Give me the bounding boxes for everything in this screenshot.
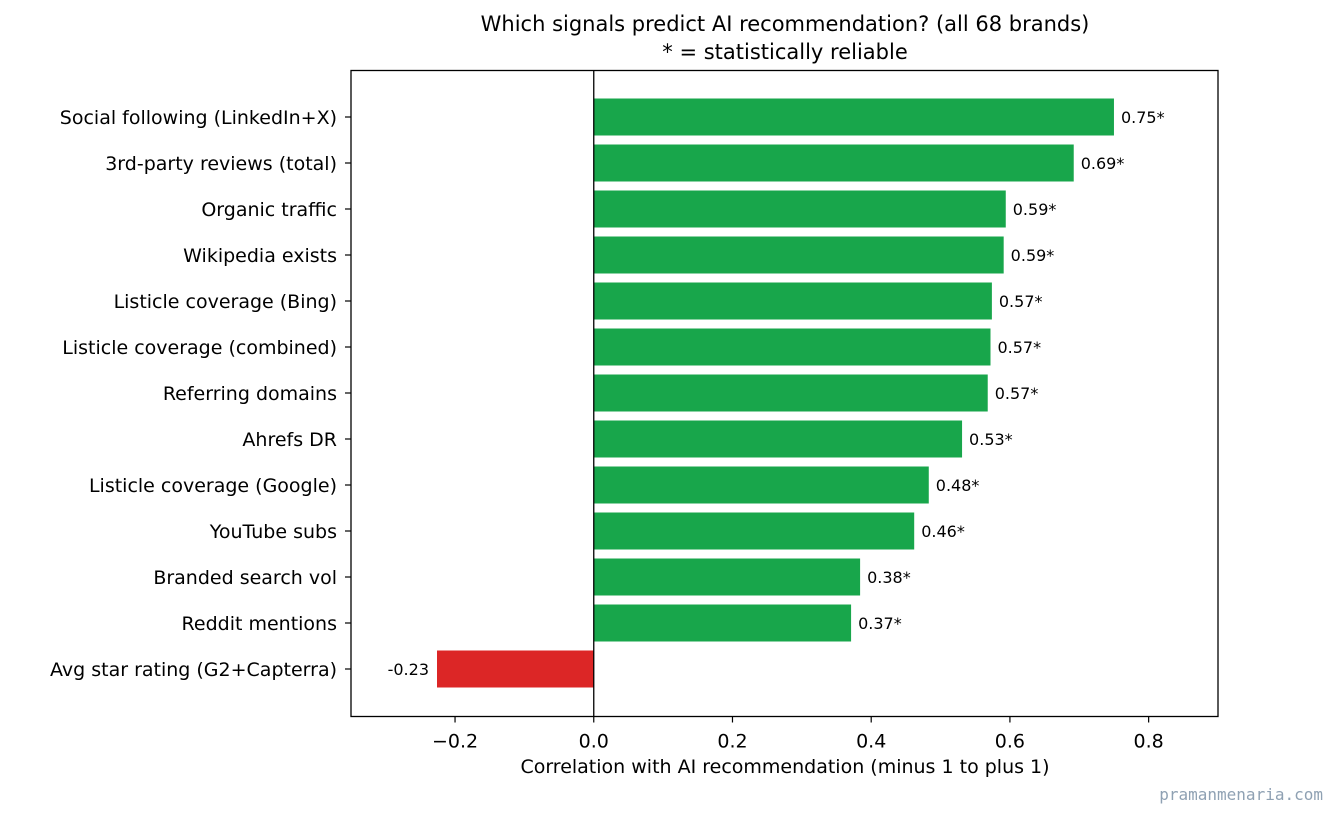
plot-frame	[350, 69, 1219, 718]
watermark: pramanmenaria.com	[1159, 785, 1323, 804]
bar-3	[593, 236, 1004, 274]
x-tick-label-3: 0.4	[856, 731, 886, 753]
y-axis: Social following (LinkedIn+X) 3rd-party r…	[50, 107, 351, 681]
bar-2	[593, 190, 1006, 228]
x-tick-label-2: 0.2	[717, 731, 747, 753]
category-label-4: Listicle coverage (Bing)	[114, 291, 337, 313]
category-label-5: Listicle coverage (combined)	[62, 337, 337, 359]
bar-value-label-8: 0.48*	[936, 476, 980, 495]
bar-value-label-4: 0.57*	[999, 292, 1043, 311]
bar-4	[593, 282, 992, 320]
category-label-9: YouTube subs	[209, 521, 337, 543]
x-axis-label: Correlation with AI recommendation (minu…	[520, 756, 1049, 778]
bar-value-label-0: 0.75*	[1121, 108, 1165, 127]
bar-value-label-6: 0.57*	[995, 384, 1039, 403]
bar-12	[437, 650, 594, 688]
bar-0	[593, 98, 1114, 136]
bar-value-label-1: 0.69*	[1081, 154, 1125, 173]
category-label-6: Referring domains	[163, 383, 337, 405]
bar-5	[593, 328, 991, 366]
bar-value-label-3: 0.59*	[1011, 246, 1055, 265]
bar-11	[593, 604, 852, 642]
bar-value-label-12: -0.23	[388, 660, 429, 679]
category-label-0: Social following (LinkedIn+X)	[60, 107, 337, 129]
bar-9	[593, 512, 915, 550]
category-label-2: Organic traffic	[201, 199, 337, 221]
bar-6	[593, 374, 988, 412]
category-label-11: Reddit mentions	[182, 613, 337, 635]
x-tick-label-5: 0.8	[1134, 731, 1164, 753]
bars-layer	[437, 98, 1114, 688]
category-label-1: 3rd-party reviews (total)	[105, 153, 337, 175]
bar-value-label-9: 0.46*	[921, 522, 965, 541]
chart-subtitle: * = statistically reliable	[662, 40, 907, 64]
bar-7	[593, 420, 963, 458]
bar-value-label-11: 0.37*	[858, 614, 902, 633]
category-label-8: Listicle coverage (Google)	[89, 475, 337, 497]
x-tick-label-0: −0.2	[432, 731, 478, 753]
category-label-10: Branded search vol	[153, 567, 337, 589]
bar-value-label-10: 0.38*	[867, 568, 911, 587]
category-label-7: Ahrefs DR	[242, 429, 337, 451]
x-axis: −0.2 0.0 0.2 0.4 0.6 0.8	[432, 716, 1164, 753]
bar-value-label-5: 0.57*	[997, 338, 1041, 357]
category-label-3: Wikipedia exists	[183, 245, 337, 267]
data-labels-layer: 0.75* 0.69* 0.59* 0.59* 0.57* 0.57* 0.57* 0.53*…	[388, 108, 1165, 679]
bar-10	[593, 558, 861, 596]
bar-1	[593, 144, 1074, 182]
bar-value-label-2: 0.59*	[1013, 200, 1057, 219]
chart-title: Which signals predict AI recommendation?…	[481, 12, 1090, 36]
category-label-12: Avg star rating (G2+Capterra)	[50, 659, 337, 681]
bar-8	[593, 466, 929, 504]
bar-value-label-7: 0.53*	[969, 430, 1013, 449]
x-tick-label-4: 0.6	[995, 731, 1025, 753]
x-tick-label-1: 0.0	[579, 731, 609, 753]
